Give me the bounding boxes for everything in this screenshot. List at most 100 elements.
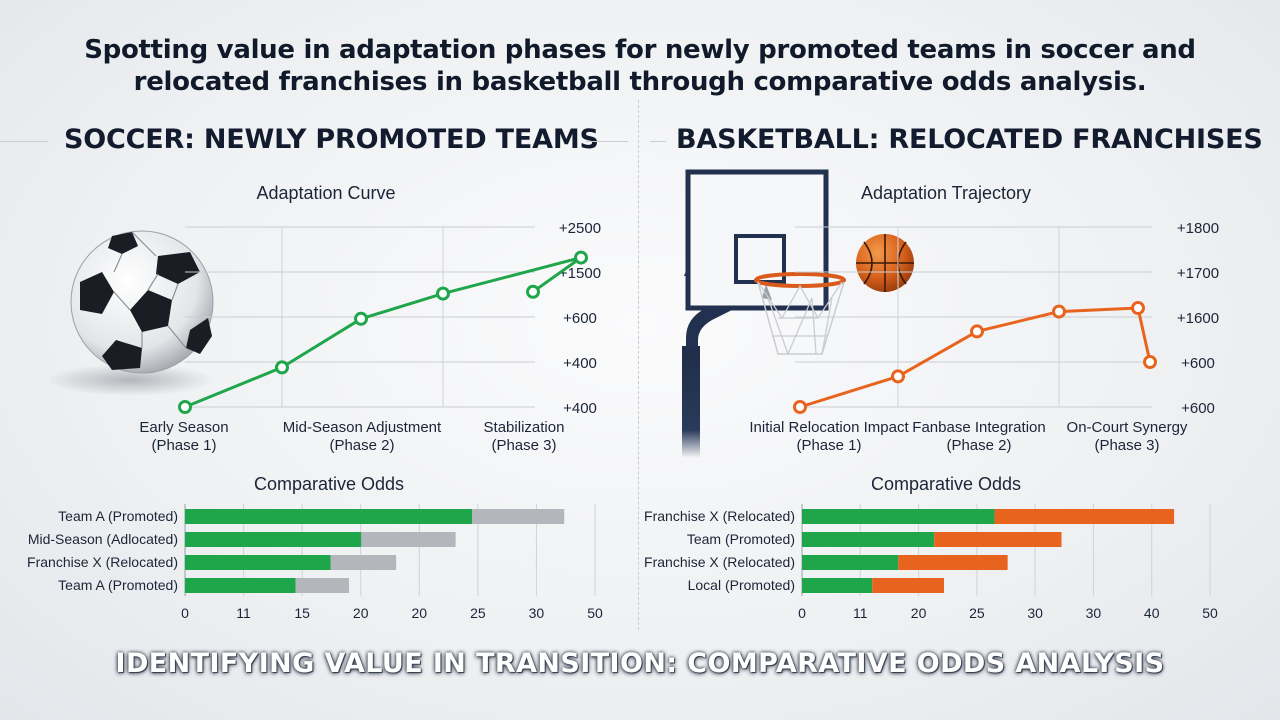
basketball-line-chart: +1800 +1700 +1600 +600 +600 Initial Relocati… [749,220,1219,454]
data-point [970,324,984,339]
soccer-line-tick-labels: +2500 +1500 +600 +400 +400 [559,220,601,417]
data-point [354,311,368,326]
data-point [793,400,807,414]
soccer-ball-icon [50,230,215,396]
basketball-line-x-labels: Initial Relocation Impact(Phase 1) Fanbas… [749,419,1188,454]
basketball-line-series [799,306,1152,409]
bar [185,532,362,547]
soccer-line-title: Adaptation Curve [256,183,396,203]
x-tick-label: (Phase 2) [946,437,1011,454]
basketball-line-points [793,301,1157,414]
x-tick-label: 30 [1086,605,1102,621]
footer-title: IDENTIFYING VALUE IN TRANSITION: COMPARA… [115,648,1165,679]
y-tick-label: +600 [1181,400,1215,417]
soccer-line-points [178,250,588,414]
soccer-bar-tick-labels: 0 11 15 20 20 25 30 50 [181,605,603,621]
bar [802,578,873,593]
data-point [275,360,289,375]
y-tick-label: +1800 [1177,220,1219,237]
data-point [436,286,450,301]
basketball-line-gridlines [795,226,1152,408]
y-tick-label: +2500 [559,220,601,237]
data-point [526,284,540,299]
category-label: Team A (Promoted) [58,508,178,524]
bar [802,509,995,524]
x-tick-label: (Phase 2) [329,437,394,454]
bar [185,509,472,524]
x-tick-label: (Phase 3) [491,437,556,454]
soccer-heading: SOCCER: NEWLY PROMOTED TEAMS [64,124,599,155]
center-divider [638,100,640,630]
basketball-bar-title: Comparative Odds [870,474,1022,494]
soccer-bar-bars [185,509,565,593]
x-tick-label: Early Season [140,419,229,436]
category-label: Franchise X (Relocated) [644,508,795,524]
soccer-bar-category-labels: Team A (Promoted) Mid-Season (Adlocated) F… [27,508,178,593]
bar [994,509,1175,524]
bar [361,532,456,547]
x-tick-label: (Phase 3) [1094,437,1159,454]
bar [934,532,1062,547]
bar [185,578,296,593]
basketball-bar-category-labels: Franchise X (Relocated) Team (Promoted) Fr… [644,508,795,593]
x-tick-label: 50 [1202,605,1218,621]
y-tick-label: +400 [563,355,597,372]
bar [802,532,935,547]
x-tick-label: On-Court Synergy [1067,419,1188,436]
x-tick-label: 11 [236,605,251,621]
x-tick-label: Mid-Season Adjustment [283,419,442,436]
soccer-bar-title: Comparative Odds [253,474,405,494]
head-rule-left [0,141,48,142]
basketball-icon [856,234,914,292]
y-tick-label: +1600 [1177,310,1219,327]
x-tick-label: 25 [969,605,985,621]
x-tick-label: Fanbase Integration [912,419,1045,436]
y-tick-label: +1500 [559,265,601,282]
x-tick-label: 15 [294,605,310,621]
x-tick-label: (Phase 1) [796,437,861,454]
x-tick-label: 40 [1144,605,1160,621]
bar [185,555,331,570]
basketball-bar-tick-labels: 0 11 20 25 30 30 40 50 [798,605,1218,621]
x-tick-label: 50 [587,605,603,621]
bar [330,555,397,570]
category-label: Franchise X (Relocated) [644,554,795,570]
head-rule-mid [586,141,628,142]
basketball-line-tick-labels: +1800 +1700 +1600 +600 +600 [1177,220,1219,417]
main-title: Spotting value in adaptation phases for … [84,35,1196,97]
data-point [891,369,905,384]
bar [898,555,1008,570]
basketball-bar-chart: Franchise X (Relocated) Team (Promoted) Fr… [644,504,1218,621]
category-label: Local (Promoted) [688,577,795,593]
x-tick-label: Initial Relocation Impact [749,419,909,436]
bar [802,555,899,570]
basketball-hoop-icon [682,169,846,458]
x-tick-label: 0 [798,605,806,621]
category-label: Mid-Season (Adlocated) [28,531,178,547]
soccer-line-series [184,256,583,409]
x-tick-label: 20 [411,605,427,621]
y-tick-label: +1700 [1177,265,1219,282]
head-rule-mid2 [650,141,666,142]
x-tick-label: 11 [853,605,868,621]
x-tick-label: 25 [470,605,486,621]
basketball-line-title: Adaptation Trajectory [860,183,1032,203]
category-label: Team A (Promoted) [58,577,178,593]
x-tick-label: 20 [911,605,927,621]
bar [295,578,349,593]
x-tick-label: 0 [181,605,189,621]
x-tick-label: 30 [529,605,545,621]
y-tick-label: +600 [563,310,597,327]
y-tick-label: +400 [563,400,597,417]
basketball-heading: BASKETBALL: RELOCATED FRANCHISES [676,124,1263,155]
category-label: Franchise X (Relocated) [27,554,178,570]
data-point [1131,301,1145,315]
x-tick-label: Stabilization [484,419,565,436]
category-label: Team (Promoted) [687,531,795,547]
x-tick-label: (Phase 1) [151,437,216,454]
x-tick-label: 20 [353,605,369,621]
soccer-line-gridlines [185,226,535,408]
basketball-bar-bars [802,509,1175,593]
data-point [1143,355,1157,369]
data-point [1052,304,1066,319]
